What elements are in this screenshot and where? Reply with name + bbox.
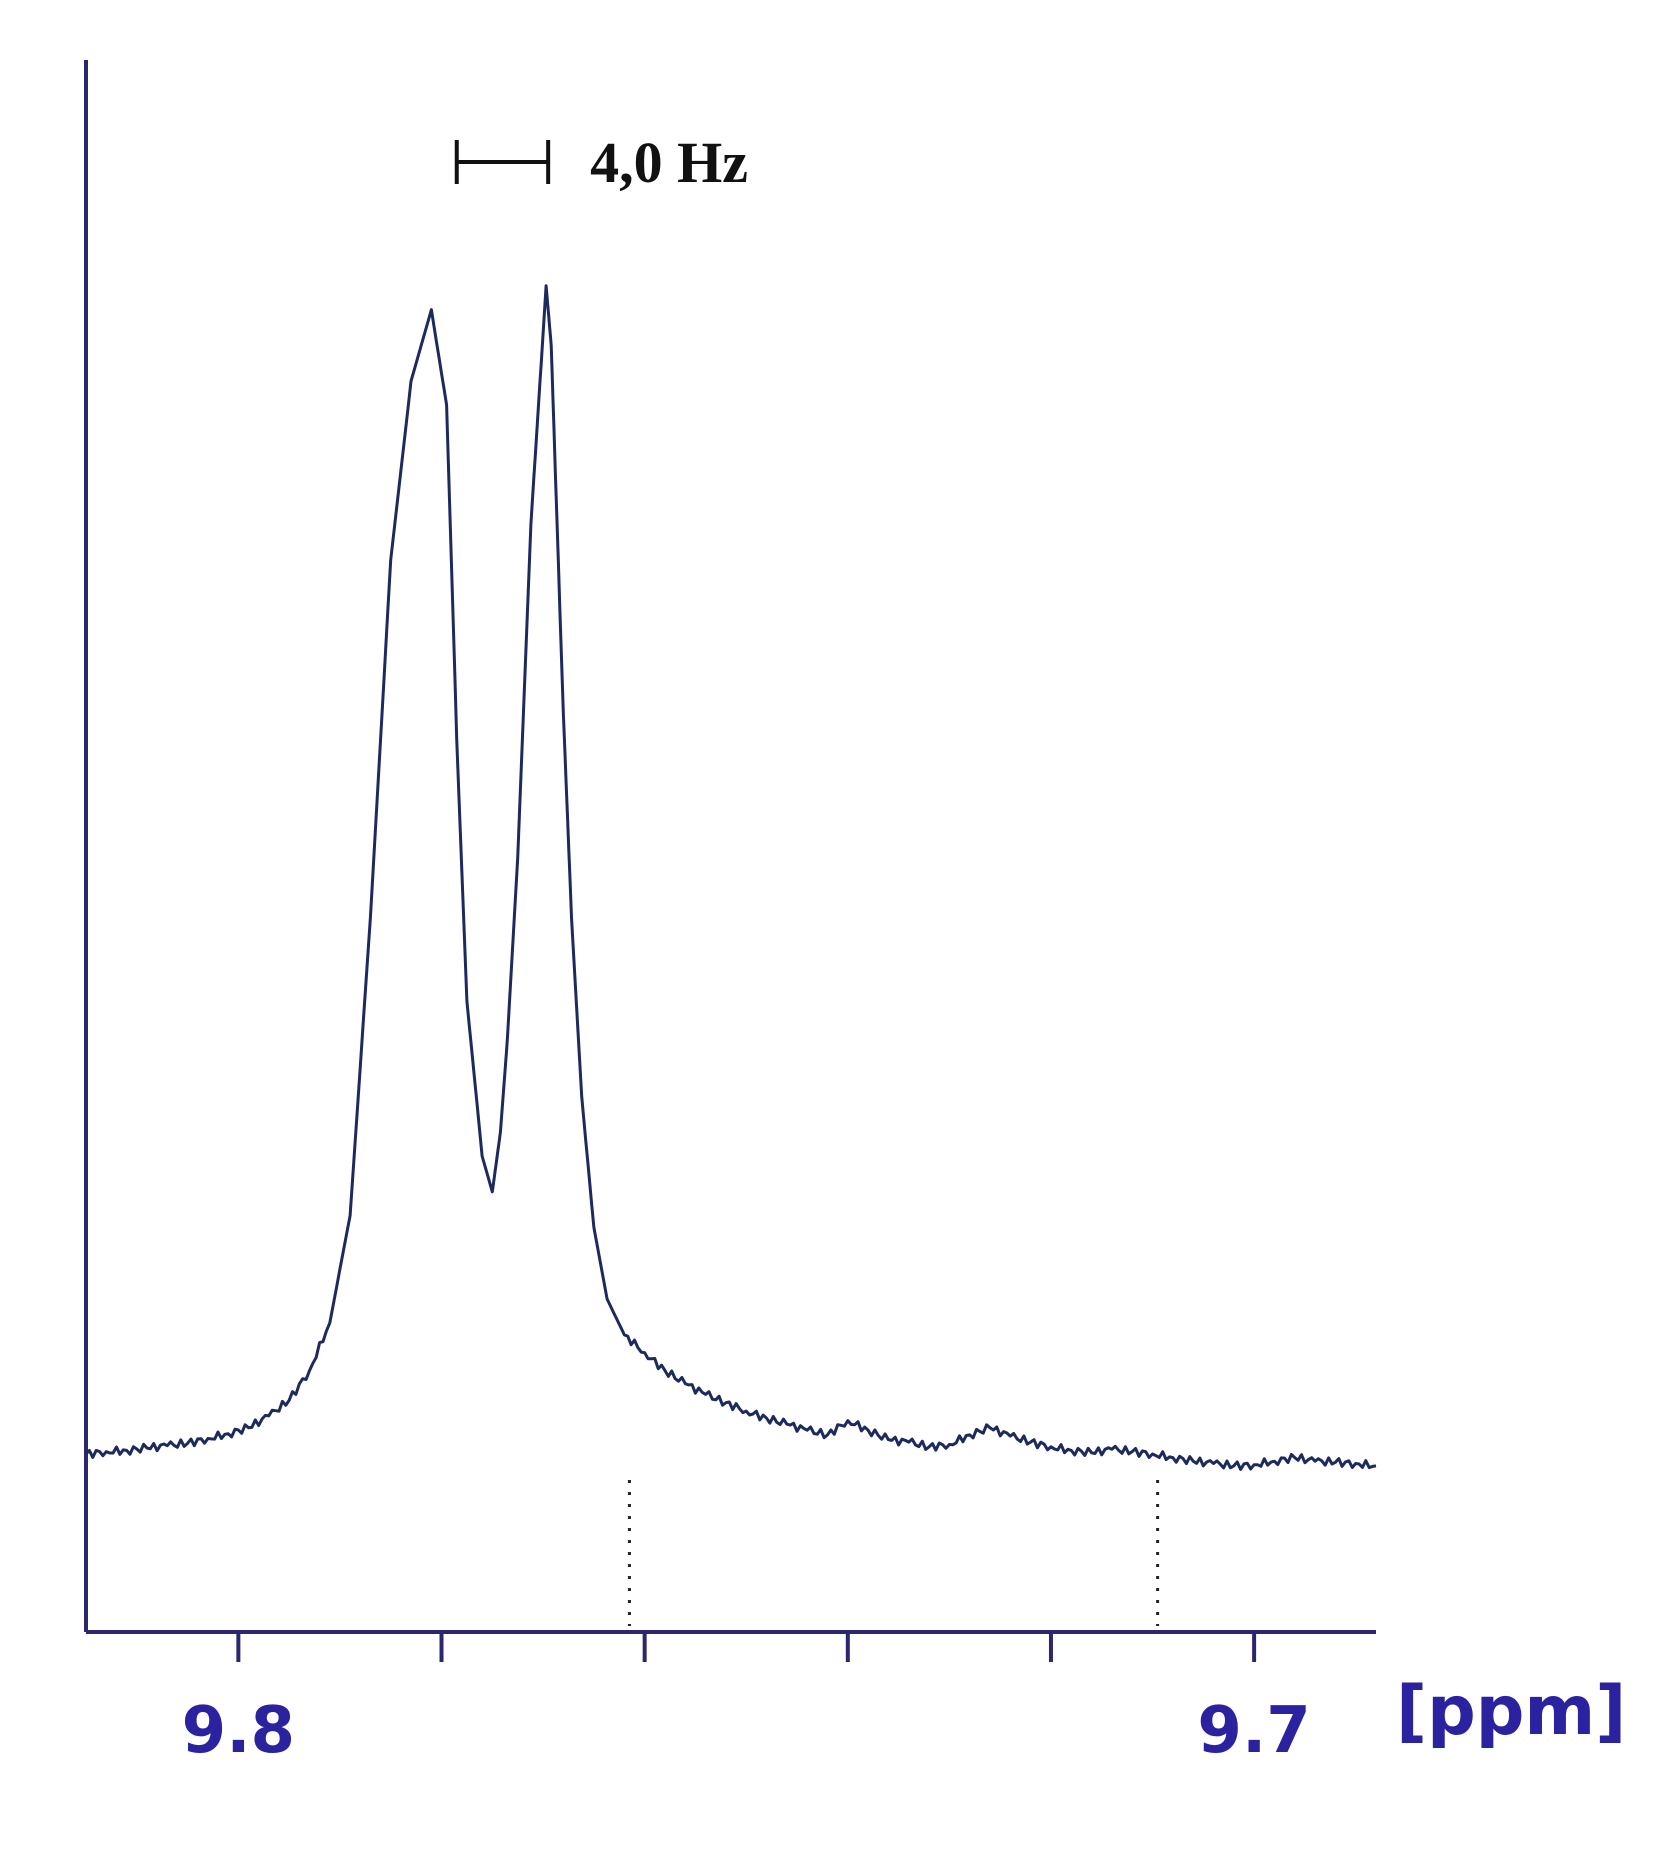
dotted-markers [627, 1480, 1160, 1626]
x-tick-label: 9.8 [182, 1694, 295, 1768]
coupling-label: 4,0 Hz [590, 130, 748, 195]
coupling-annotation: 4,0 Hz [454, 130, 748, 195]
x-axis-ticks: 9.8 9.7 [182, 1632, 1311, 1768]
spectrum-trace-group [84, 284, 1377, 1471]
spectrum-trace [84, 284, 1377, 1471]
x-tick-label: 9.7 [1197, 1694, 1310, 1768]
x-axis-unit-label: [ppm] [1396, 1672, 1626, 1751]
